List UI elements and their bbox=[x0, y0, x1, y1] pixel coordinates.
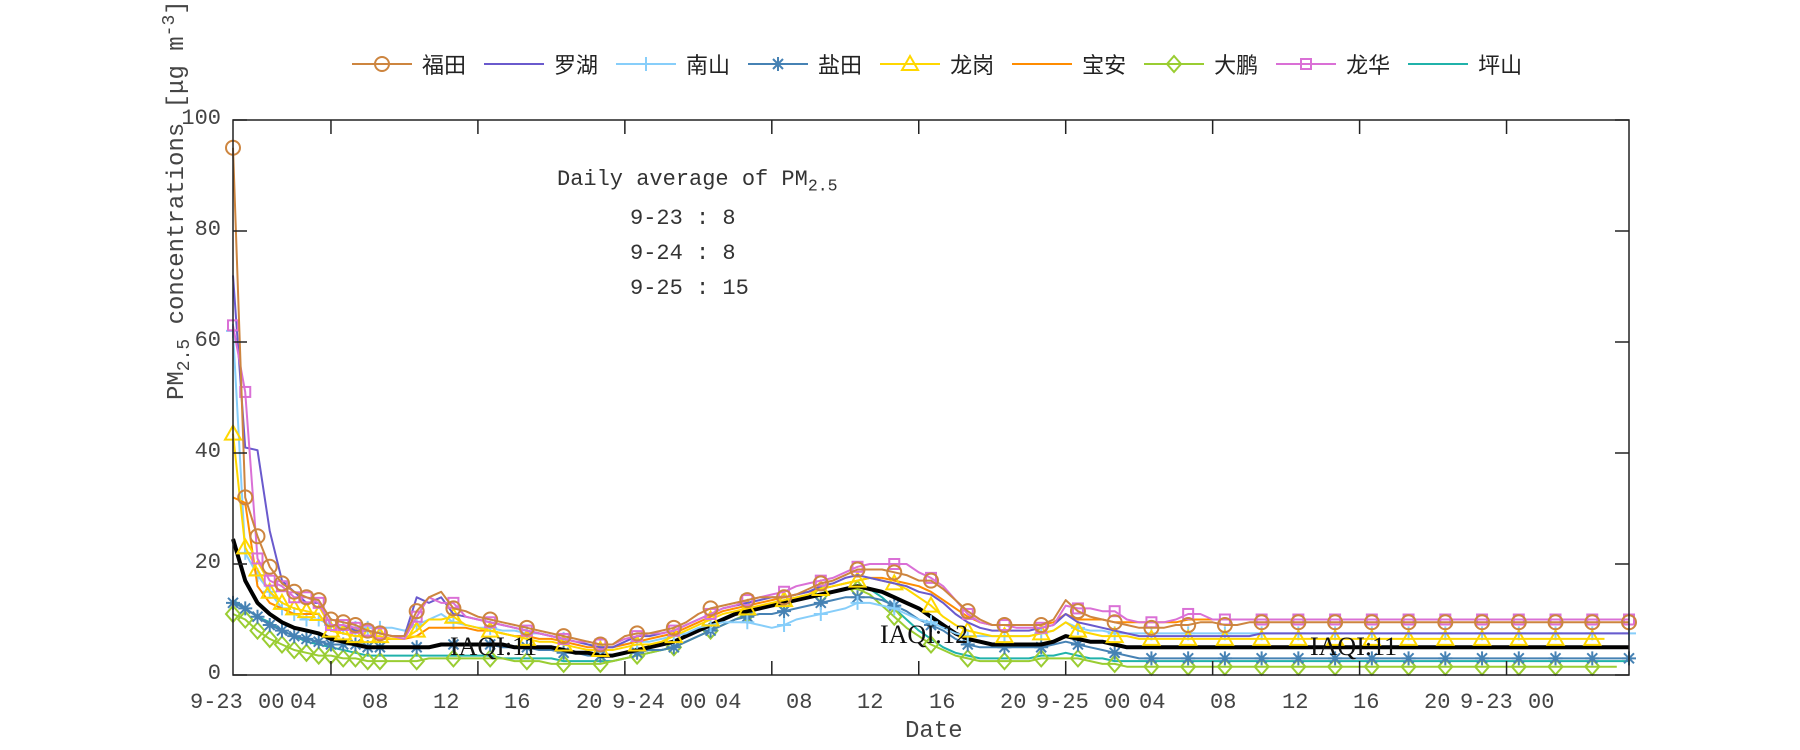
x-tick-label: 12 bbox=[1282, 690, 1309, 715]
legend-plus-marker-icon bbox=[616, 57, 677, 71]
y-tick-label: 20 bbox=[194, 550, 221, 575]
x-tick-label: 08 bbox=[786, 690, 813, 715]
legend-label: 盐田 bbox=[818, 54, 863, 79]
x-tick-label: 16 bbox=[1353, 690, 1380, 715]
legend-label: 龙岗 bbox=[950, 54, 995, 79]
x-tick-label: 16 bbox=[504, 690, 531, 715]
legend-item: 罗湖 bbox=[482, 48, 598, 80]
x-tick-label: 9-25 bbox=[1036, 690, 1089, 715]
x-tick-label: 04 bbox=[715, 690, 742, 715]
x-tick-label: 08 bbox=[1210, 690, 1237, 715]
legend-label: 宝安 bbox=[1082, 54, 1127, 79]
iaqi-label-day3: IAQI:11 bbox=[1310, 632, 1398, 661]
legend-label: 福田 bbox=[422, 54, 467, 79]
iaqi-label-day1: IAQI:11 bbox=[450, 632, 538, 661]
x-tick-label: 9-23 bbox=[190, 690, 243, 715]
x-tick-label: 00 bbox=[1528, 690, 1555, 715]
x-tick-label: 9-24 bbox=[612, 690, 665, 715]
legend-square-marker-icon bbox=[1276, 58, 1337, 70]
legend-circle-marker-icon bbox=[352, 56, 412, 72]
series-line bbox=[232, 585, 1629, 663]
x-tick-label: 12 bbox=[433, 690, 460, 715]
legend-none-marker-icon bbox=[1408, 63, 1469, 65]
legend-item: 龙华 bbox=[1274, 48, 1390, 80]
x-tick-label: 20 bbox=[1000, 690, 1027, 715]
axes-box bbox=[232, 119, 1630, 676]
legend-none-marker-icon bbox=[1012, 63, 1073, 65]
legend-item: 坪山 bbox=[1406, 48, 1522, 80]
daily-average-9-24: 9-24 : 8 bbox=[630, 241, 736, 266]
legend-label: 大鹏 bbox=[1214, 54, 1259, 79]
legend-triangle-marker-icon bbox=[880, 53, 941, 71]
x-tick-label: 04 bbox=[1139, 690, 1166, 715]
legend-diamond-marker-icon bbox=[1144, 54, 1205, 74]
legend-star-marker-icon bbox=[748, 57, 809, 71]
x-tick-label: 00 bbox=[1104, 690, 1131, 715]
y-axis-label: PM2.5 concentrations [μg m-3] bbox=[160, 0, 195, 400]
legend-label: 罗湖 bbox=[554, 54, 599, 79]
series-line bbox=[225, 139, 1637, 653]
legend-item: 福田 bbox=[350, 48, 466, 80]
x-tick-label: 20 bbox=[576, 690, 603, 715]
legend-item: 盐田 bbox=[746, 48, 862, 80]
legend-label: 龙华 bbox=[1346, 54, 1391, 79]
x-tick-label: 00 bbox=[680, 690, 707, 715]
daily-average-9-25: 9-25 : 15 bbox=[630, 276, 749, 301]
axis-ticks bbox=[233, 119, 1629, 676]
x-tick-label: 20 bbox=[1424, 690, 1451, 715]
iaqi-label-day2: IAQI:12 bbox=[880, 620, 969, 649]
legend-item: 大鹏 bbox=[1142, 48, 1258, 80]
legend-item: 龙岗 bbox=[878, 48, 994, 80]
x-tick-label: 9-23 bbox=[1460, 690, 1513, 715]
y-tick-label: 40 bbox=[194, 439, 221, 464]
legend-item: 南山 bbox=[614, 48, 730, 80]
legend-label: 南山 bbox=[686, 54, 731, 79]
legend-label: 坪山 bbox=[1478, 54, 1523, 79]
x-tick-label: 12 bbox=[857, 690, 884, 715]
y-tick-label: 0 bbox=[207, 661, 221, 686]
chart-legend: 福田 罗湖 南山 盐田 龙岗 宝安 大鹏 龙华 坪山 bbox=[350, 46, 1528, 82]
x-tick-label: 16 bbox=[929, 690, 956, 715]
plot-lines bbox=[223, 139, 1637, 677]
legend-item: 宝安 bbox=[1010, 48, 1126, 80]
daily-average-title: Daily average of PM2.5 bbox=[557, 167, 838, 196]
series-line bbox=[227, 319, 1635, 651]
y-tick-label: 60 bbox=[194, 328, 221, 353]
x-tick-label: 00 bbox=[258, 690, 285, 715]
x-tick-label: 08 bbox=[362, 690, 389, 715]
daily-average-9-23: 9-23 : 8 bbox=[630, 206, 736, 231]
x-axis-label: Date bbox=[905, 718, 963, 745]
legend-none-marker-icon bbox=[484, 63, 545, 65]
y-tick-label: 100 bbox=[181, 106, 221, 131]
x-tick-label: 04 bbox=[290, 690, 317, 715]
y-tick-label: 80 bbox=[194, 217, 221, 242]
